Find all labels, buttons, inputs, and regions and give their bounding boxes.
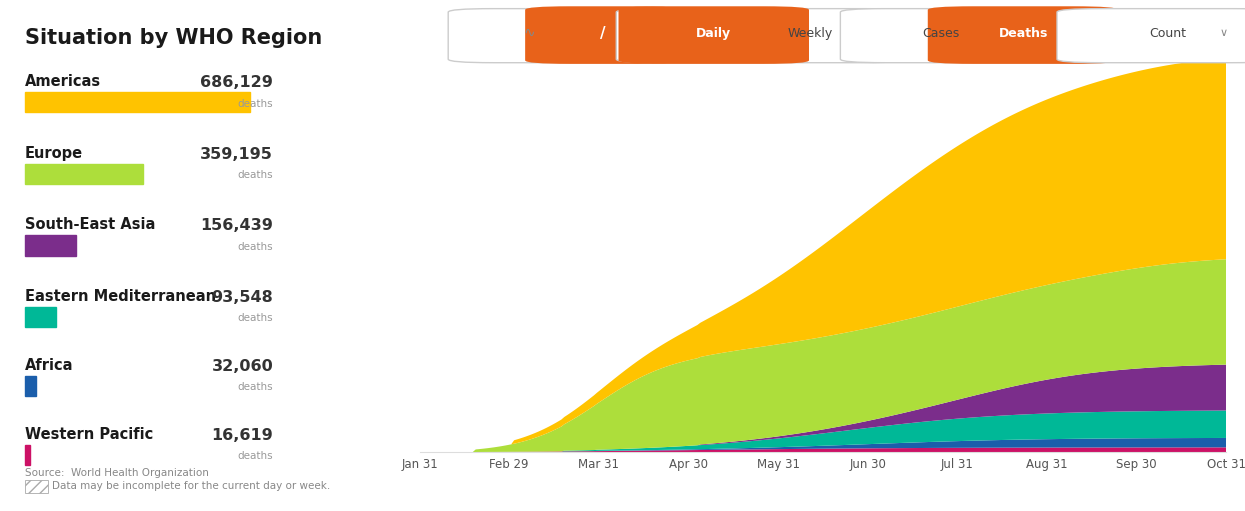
FancyBboxPatch shape [840, 9, 1124, 63]
FancyBboxPatch shape [616, 9, 908, 63]
Text: Daily: Daily [696, 27, 731, 40]
Text: deaths: deaths [238, 170, 273, 180]
Text: 93,548: 93,548 [212, 290, 273, 305]
Text: Weekly: Weekly [788, 27, 833, 40]
Text: 156,439: 156,439 [200, 218, 273, 233]
Text: Situation by WHO Region: Situation by WHO Region [25, 28, 322, 48]
Text: Cases: Cases [923, 27, 960, 40]
Text: Africa: Africa [25, 358, 73, 373]
Text: 32,060: 32,060 [212, 359, 273, 374]
Bar [25, 235, 76, 256]
Text: deaths: deaths [238, 451, 273, 461]
Text: deaths: deaths [238, 313, 273, 323]
Text: Americas: Americas [25, 74, 101, 89]
Text: Deaths: Deaths [998, 27, 1048, 40]
Text: 686,129: 686,129 [200, 75, 273, 90]
FancyBboxPatch shape [448, 9, 684, 63]
Text: Source:  World Health Organization: Source: World Health Organization [25, 468, 209, 478]
Text: 359,195: 359,195 [200, 147, 273, 161]
Text: Data may be incomplete for the current day or week.: Data may be incomplete for the current d… [52, 481, 330, 492]
Text: Western Pacific: Western Pacific [25, 427, 153, 442]
Text: 16,619: 16,619 [212, 428, 273, 443]
FancyBboxPatch shape [619, 6, 809, 64]
Text: deaths: deaths [238, 99, 273, 109]
Bar [25, 164, 143, 184]
Bar [25, 307, 56, 327]
Text: ∿: ∿ [523, 27, 534, 40]
Bar [25, 445, 30, 465]
FancyBboxPatch shape [525, 6, 681, 64]
Bar [25, 480, 49, 493]
Text: deaths: deaths [238, 242, 273, 252]
Bar [25, 376, 36, 396]
Text: Eastern Mediterranean: Eastern Mediterranean [25, 289, 217, 304]
FancyBboxPatch shape [1057, 9, 1245, 63]
Text: /: / [600, 26, 605, 41]
Text: ∨: ∨ [1220, 28, 1228, 38]
Text: Europe: Europe [25, 146, 83, 160]
Bar [25, 92, 250, 112]
FancyBboxPatch shape [928, 6, 1118, 64]
Text: deaths: deaths [238, 382, 273, 392]
Text: Count: Count [1149, 27, 1186, 40]
Text: South-East Asia: South-East Asia [25, 217, 156, 232]
